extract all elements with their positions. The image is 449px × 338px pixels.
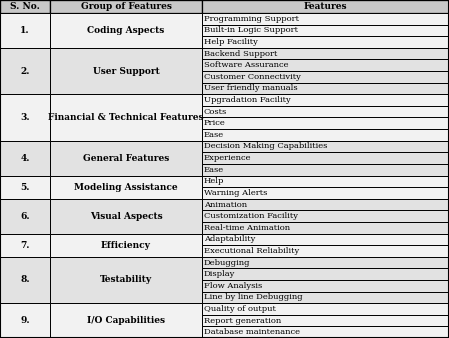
Bar: [202, 280, 449, 292]
Bar: [0, 94, 50, 141]
Text: Visual Aspects: Visual Aspects: [90, 212, 162, 221]
Text: 4.: 4.: [20, 153, 30, 163]
Text: Coding Aspects: Coding Aspects: [88, 26, 165, 35]
Text: Flow Analysis: Flow Analysis: [204, 282, 262, 290]
Bar: [0, 48, 50, 94]
Text: Backend Support: Backend Support: [204, 50, 277, 57]
Bar: [202, 327, 449, 338]
Text: 2.: 2.: [20, 67, 30, 75]
Text: 1.: 1.: [20, 26, 30, 35]
Bar: [202, 59, 449, 71]
Bar: [50, 94, 202, 141]
Text: Report generation: Report generation: [204, 317, 281, 324]
Bar: [202, 245, 449, 257]
Bar: [202, 164, 449, 175]
Text: Costs: Costs: [204, 108, 227, 116]
Bar: [202, 118, 449, 129]
Bar: [202, 257, 449, 268]
Bar: [0, 257, 50, 303]
Bar: [0, 13, 50, 48]
Text: Software Assurance: Software Assurance: [204, 61, 289, 69]
Text: Executional Reliability: Executional Reliability: [204, 247, 299, 255]
Text: 3.: 3.: [20, 113, 30, 122]
Bar: [50, 0, 202, 13]
Bar: [202, 48, 449, 59]
Text: 7.: 7.: [20, 241, 30, 250]
Bar: [50, 13, 202, 48]
Text: 6.: 6.: [20, 212, 30, 221]
Text: Adaptability: Adaptability: [204, 235, 255, 243]
Bar: [0, 199, 50, 234]
Text: Efficiency: Efficiency: [101, 241, 151, 250]
Text: I/O Capabilities: I/O Capabilities: [87, 316, 165, 325]
Text: Ease: Ease: [204, 166, 224, 174]
Text: 8.: 8.: [20, 275, 30, 285]
Text: Experience: Experience: [204, 154, 251, 162]
Bar: [50, 257, 202, 303]
Text: Upgradation Facility: Upgradation Facility: [204, 96, 291, 104]
Bar: [202, 292, 449, 303]
Text: General Features: General Features: [83, 153, 169, 163]
Bar: [202, 141, 449, 152]
Text: User Support: User Support: [92, 67, 159, 75]
Bar: [202, 25, 449, 36]
Text: Database maintenance: Database maintenance: [204, 328, 300, 336]
Bar: [50, 303, 202, 338]
Text: S. No.: S. No.: [10, 2, 40, 11]
Bar: [50, 141, 202, 175]
Bar: [202, 106, 449, 118]
Bar: [202, 71, 449, 83]
Bar: [50, 199, 202, 234]
Text: Ease: Ease: [204, 131, 224, 139]
Text: 9.: 9.: [20, 316, 30, 325]
Bar: [50, 48, 202, 94]
Text: Warning Alerts: Warning Alerts: [204, 189, 267, 197]
Text: Display: Display: [204, 270, 235, 278]
Bar: [202, 152, 449, 164]
Text: Quality of output: Quality of output: [204, 305, 276, 313]
Text: Help Facility: Help Facility: [204, 38, 258, 46]
Text: 5.: 5.: [20, 183, 30, 192]
Bar: [0, 0, 50, 13]
Text: Built-in Logic Support: Built-in Logic Support: [204, 26, 298, 34]
Bar: [202, 13, 449, 25]
Bar: [202, 199, 449, 210]
Bar: [50, 234, 202, 257]
Text: Financial & Technical Features: Financial & Technical Features: [48, 113, 204, 122]
Text: Programming Support: Programming Support: [204, 15, 299, 23]
Bar: [202, 129, 449, 141]
Text: Modeling Assistance: Modeling Assistance: [74, 183, 178, 192]
Bar: [0, 141, 50, 175]
Bar: [202, 303, 449, 315]
Bar: [202, 234, 449, 245]
Text: Features: Features: [304, 2, 347, 11]
Text: Debugging: Debugging: [204, 259, 251, 267]
Text: Testability: Testability: [100, 275, 152, 285]
Bar: [0, 303, 50, 338]
Bar: [202, 36, 449, 48]
Text: Line by line Debugging: Line by line Debugging: [204, 293, 303, 301]
Bar: [202, 94, 449, 106]
Bar: [50, 175, 202, 199]
Text: Price: Price: [204, 119, 226, 127]
Bar: [202, 187, 449, 199]
Bar: [202, 315, 449, 327]
Bar: [0, 175, 50, 199]
Text: Customization Facility: Customization Facility: [204, 212, 298, 220]
Bar: [202, 210, 449, 222]
Text: Group of Features: Group of Features: [80, 2, 172, 11]
Bar: [202, 175, 449, 187]
Bar: [202, 0, 449, 13]
Text: Real-time Animation: Real-time Animation: [204, 224, 290, 232]
Text: Help: Help: [204, 177, 224, 185]
Bar: [0, 234, 50, 257]
Bar: [202, 268, 449, 280]
Text: Animation: Animation: [204, 200, 247, 209]
Bar: [202, 222, 449, 234]
Text: Decision Making Capabilities: Decision Making Capabilities: [204, 143, 327, 150]
Bar: [202, 83, 449, 94]
Text: User friendly manuals: User friendly manuals: [204, 84, 298, 93]
Text: Customer Connectivity: Customer Connectivity: [204, 73, 301, 81]
